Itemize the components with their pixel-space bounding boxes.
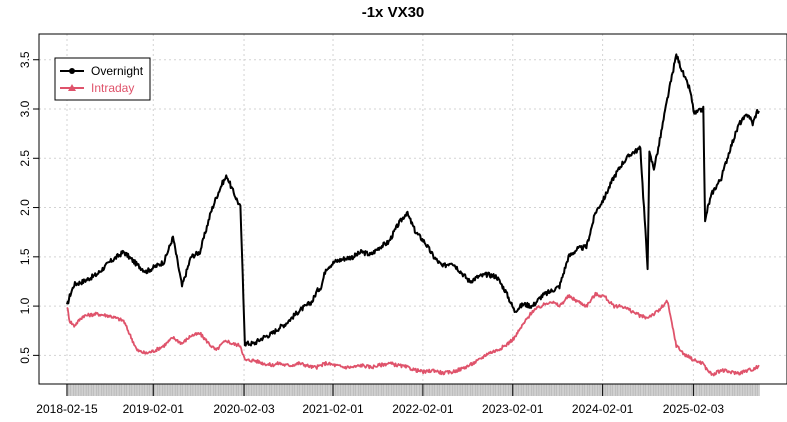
x-tick-label: 2019-02-01 (123, 402, 185, 416)
plot-border (38, 33, 787, 385)
grid (39, 34, 787, 384)
legend: Overnight Intraday (54, 57, 151, 101)
legend-intraday-label: Intraday (91, 81, 134, 95)
y-tick-label: 3.5 (18, 51, 32, 68)
y-tick-label: 3.0 (18, 100, 32, 117)
x-tick-label: 2021-02-01 (302, 402, 364, 416)
series-line-intraday (66, 291, 760, 377)
x-axis-rug (66, 384, 760, 396)
y-tick-label: 1.5 (18, 248, 32, 265)
legend-overnight-label: Overnight (91, 64, 144, 78)
x-tick-label: 2024-02-01 (572, 402, 634, 416)
axes: 0.5 1.0 1.5 2.0 2.5 3.0 3.5 2018-02-15 2019-02-0… (18, 33, 787, 416)
x-tick-label: 2020-02-03 (213, 402, 275, 416)
x-tick-label: 2022-02-01 (392, 402, 454, 416)
x-tick-label: 2023-02-01 (482, 402, 544, 416)
y-tick-label: 1.0 (18, 297, 32, 314)
y-tick-label: 2.5 (18, 150, 32, 167)
legend-overnight-marker (69, 68, 75, 74)
chart-title: -1x VX30 (362, 4, 425, 21)
series-line-overnight (66, 53, 760, 347)
y-tick-label: 0.5 (18, 347, 32, 364)
x-tick-label: 2025-02-03 (663, 402, 725, 416)
series-layer (66, 53, 760, 377)
x-tick-label: 2018-02-15 (36, 402, 98, 416)
legend-box (54, 57, 151, 101)
legend-intraday-marker (68, 84, 76, 91)
y-tick-label: 2.0 (18, 199, 32, 216)
